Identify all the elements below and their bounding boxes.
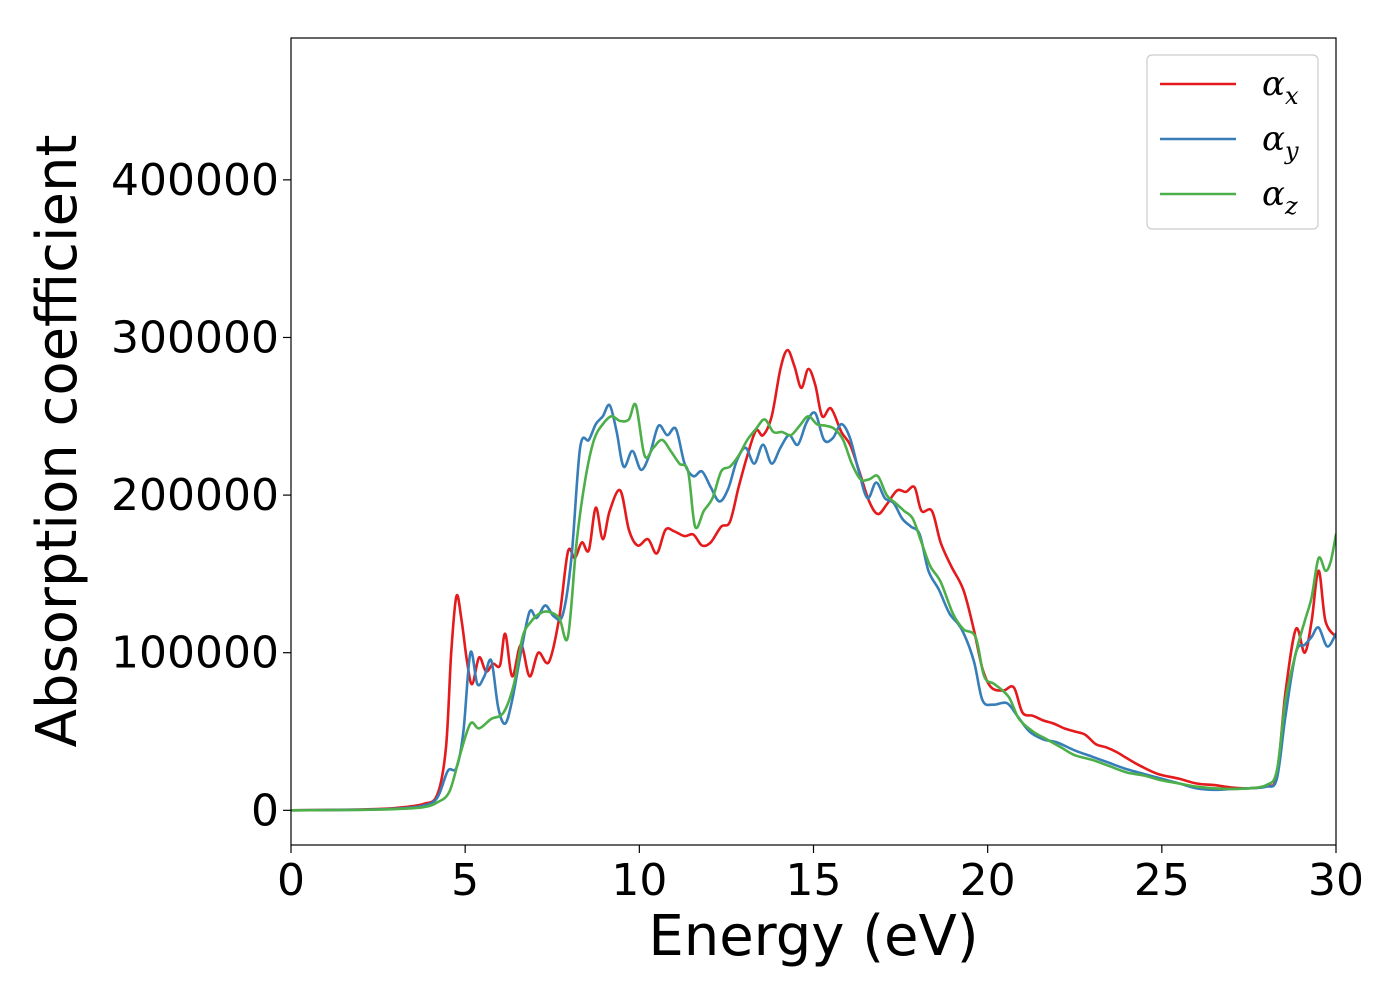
y-tick-label: 400000 (111, 155, 279, 206)
x-tick-label: 10 (611, 855, 667, 906)
legend-box (1146, 54, 1319, 230)
ticks-layer: 0 5 10 15 20 25 30 0 100000 200000 300000 400000 (111, 155, 1364, 906)
series-line-y (291, 403, 1336, 812)
x-tick-label: 5 (451, 855, 479, 906)
legend-symbol: α (1262, 64, 1285, 104)
legend-symbol: α (1262, 119, 1285, 159)
legend-entry-z: αz (1160, 174, 1298, 220)
y-axis-title: Absorption coefficient (25, 135, 90, 748)
legend-label: αy (1262, 119, 1299, 165)
x-tick-label: 30 (1308, 855, 1364, 906)
legend-entry-y: αy (1160, 119, 1299, 165)
series-line-z (291, 402, 1336, 812)
x-tick-label: 25 (1134, 855, 1190, 906)
legend-subscript: x (1285, 82, 1299, 110)
series-layer (291, 348, 1336, 812)
x-tick-label: 15 (786, 855, 842, 906)
legend-label: αx (1262, 64, 1299, 110)
y-tick-label: 0 (251, 785, 279, 836)
y-tick-label: 300000 (111, 312, 279, 363)
x-tick-label: 0 (277, 855, 305, 906)
x-tick-label: 20 (960, 855, 1016, 906)
series-line-x (291, 348, 1336, 812)
legend-entry-x: αx (1160, 64, 1299, 110)
legend-label: αz (1262, 174, 1298, 220)
x-axis-title: Energy (eV) (648, 904, 978, 969)
legend-subscript: z (1284, 192, 1298, 220)
y-tick-label: 200000 (111, 470, 279, 521)
legend-symbol: α (1262, 174, 1285, 214)
y-tick-label: 100000 (111, 628, 279, 679)
legend-subscript: y (1284, 137, 1299, 165)
